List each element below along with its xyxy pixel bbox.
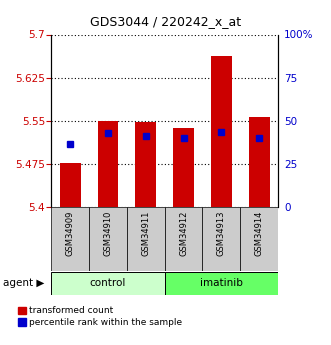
Bar: [211, 56, 232, 207]
Bar: [165, 272, 278, 295]
Bar: [135, 122, 156, 207]
Text: GSM34912: GSM34912: [179, 210, 188, 256]
Bar: [173, 128, 194, 207]
Text: GSM34910: GSM34910: [104, 210, 113, 256]
Bar: [249, 117, 269, 207]
Bar: [203, 207, 240, 271]
Bar: [60, 163, 80, 207]
Legend: transformed count, percentile rank within the sample: transformed count, percentile rank withi…: [18, 306, 183, 327]
Bar: [89, 207, 127, 271]
Bar: [127, 207, 165, 271]
Text: agent ▶: agent ▶: [3, 278, 45, 288]
Text: GSM34911: GSM34911: [141, 210, 150, 256]
Text: GSM34914: GSM34914: [255, 210, 264, 256]
Bar: [51, 272, 165, 295]
Text: GDS3044 / 220242_x_at: GDS3044 / 220242_x_at: [90, 16, 241, 29]
Bar: [51, 207, 89, 271]
Bar: [165, 207, 203, 271]
Bar: [98, 121, 118, 207]
Text: GSM34913: GSM34913: [217, 210, 226, 256]
Text: GSM34909: GSM34909: [66, 210, 75, 256]
Text: imatinib: imatinib: [200, 278, 243, 288]
Bar: [240, 207, 278, 271]
Text: control: control: [90, 278, 126, 288]
